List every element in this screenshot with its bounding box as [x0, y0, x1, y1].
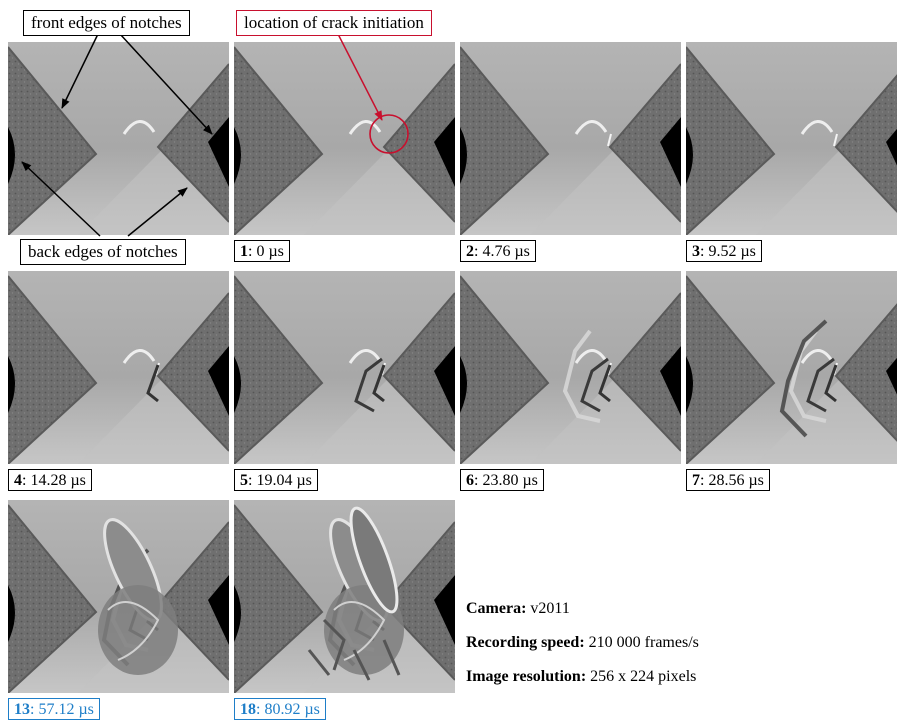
caption-frame-3: 3: 9.52 µs	[686, 240, 762, 262]
frame-time: : 57.12 µs	[30, 701, 94, 718]
frame-7	[686, 271, 897, 464]
resolution-info: Image resolution: 256 x 224 pixels	[466, 668, 696, 686]
specimen-image	[234, 42, 455, 235]
frame-18	[234, 500, 455, 693]
crack-initiation-label: location of crack initiation	[236, 10, 432, 36]
caption-frame-4: 4: 14.28 µs	[8, 469, 92, 491]
frame-1	[234, 42, 455, 235]
specimen-image	[234, 271, 455, 464]
frame-time: : 80.92 µs	[256, 701, 320, 718]
frame-reference	[8, 42, 229, 235]
specimen-image	[234, 500, 455, 693]
frame-time: : 0 µs	[248, 243, 284, 260]
resolution-value: 256 x 224 pixels	[586, 668, 697, 685]
frame-4	[8, 271, 229, 464]
speed-value: 210 000 frames/s	[584, 634, 699, 651]
specimen-image	[460, 42, 681, 235]
frame-index: 1	[240, 243, 248, 260]
speed-info: Recording speed: 210 000 frames/s	[466, 634, 699, 652]
frame-time: : 14.28 µs	[22, 472, 86, 489]
caption-frame-7: 7: 28.56 µs	[686, 469, 770, 491]
frame-index: 5	[240, 472, 248, 489]
caption-frame-2: 2: 4.76 µs	[460, 240, 536, 262]
frame-3	[686, 42, 897, 235]
caption-frame-13: 13: 57.12 µs	[8, 698, 100, 720]
specimen-image	[686, 271, 897, 464]
frame-index: 2	[466, 243, 474, 260]
frame-time: : 23.80 µs	[474, 472, 538, 489]
frame-index: 6	[466, 472, 474, 489]
frame-time: : 9.52 µs	[700, 243, 756, 260]
frame-time: : 4.76 µs	[474, 243, 530, 260]
specimen-image	[686, 42, 897, 235]
frame-index: 7	[692, 472, 700, 489]
camera-value: v2011	[526, 600, 570, 617]
speed-label: Recording speed:	[466, 634, 585, 651]
frame-index: 3	[692, 243, 700, 260]
camera-info: Camera: v2011	[466, 600, 570, 618]
back-edges-label: back edges of notches	[20, 239, 186, 265]
specimen-image	[8, 500, 229, 693]
front-edges-label: front edges of notches	[23, 10, 190, 36]
caption-frame-5: 5: 19.04 µs	[234, 469, 318, 491]
caption-frame-18: 18: 80.92 µs	[234, 698, 326, 720]
frame-13	[8, 500, 229, 693]
frame-index: 13	[14, 701, 30, 718]
frame-time: : 19.04 µs	[248, 472, 312, 489]
caption-frame-1: 1: 0 µs	[234, 240, 290, 262]
caption-frame-6: 6: 23.80 µs	[460, 469, 544, 491]
specimen-image	[8, 271, 229, 464]
frame-6	[460, 271, 681, 464]
frame-5	[234, 271, 455, 464]
frame-index: 18	[240, 701, 256, 718]
specimen-image	[8, 42, 229, 235]
frame-index: 4	[14, 472, 22, 489]
frame-2	[460, 42, 681, 235]
frame-time: : 28.56 µs	[700, 472, 764, 489]
resolution-label: Image resolution:	[466, 668, 587, 685]
specimen-image	[460, 271, 681, 464]
camera-label: Camera:	[466, 600, 527, 617]
